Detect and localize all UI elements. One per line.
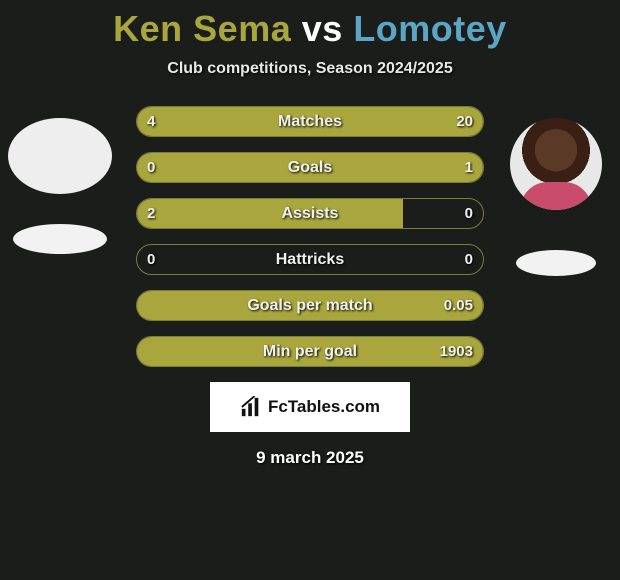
player2-column: [510, 118, 602, 276]
stat-row: 1903Min per goal: [136, 336, 484, 367]
player2-club-logo: [516, 250, 596, 276]
bar-fill-right: [137, 153, 483, 182]
stat-row: 01Goals: [136, 152, 484, 183]
vs-text: vs: [302, 8, 343, 49]
bar-fill-right: [137, 337, 483, 366]
stat-row: 0 0Hattricks: [136, 244, 484, 275]
player1-avatar: [8, 118, 112, 194]
player2-name: Lomotey: [353, 8, 507, 49]
stat-value-left: 4: [147, 107, 155, 136]
stat-value-left: 0: [147, 245, 155, 274]
comparison-title: Ken Sema vs Lomotey: [0, 0, 620, 50]
stat-label: Hattricks: [137, 245, 483, 274]
stat-value-right: 20: [456, 107, 473, 136]
bar-fill-right: [137, 291, 483, 320]
stat-value-right: 0.05: [444, 291, 473, 320]
bar-fill-left: [137, 199, 403, 228]
brand-badge: FcTables.com: [210, 382, 410, 432]
player2-avatar: [510, 118, 602, 210]
stats-bars: 420Matches01Goals20Assists00Hattricks0.0…: [136, 106, 484, 367]
stat-value-right: 1: [465, 153, 473, 182]
stat-value-left: 2: [147, 199, 155, 228]
stat-value-right: 0: [465, 199, 473, 228]
bar-fill-right: [196, 107, 483, 136]
date-text: 9 march 2025: [0, 448, 620, 468]
stat-row: 420Matches: [136, 106, 484, 137]
stat-value-right: 1903: [440, 337, 473, 366]
player1-name: Ken Sema: [113, 8, 291, 49]
stat-row: 0.05Goals per match: [136, 290, 484, 321]
bar-fill-left: [137, 107, 196, 136]
stat-value-left: 0: [147, 153, 155, 182]
chart-icon: [240, 396, 262, 418]
player1-club-logo: [13, 224, 107, 254]
subtitle: Club competitions, Season 2024/2025: [0, 60, 620, 78]
brand-text: FcTables.com: [268, 397, 380, 417]
player1-column: [8, 118, 112, 254]
stat-value-right: 0: [465, 245, 473, 274]
stat-row: 20Assists: [136, 198, 484, 229]
